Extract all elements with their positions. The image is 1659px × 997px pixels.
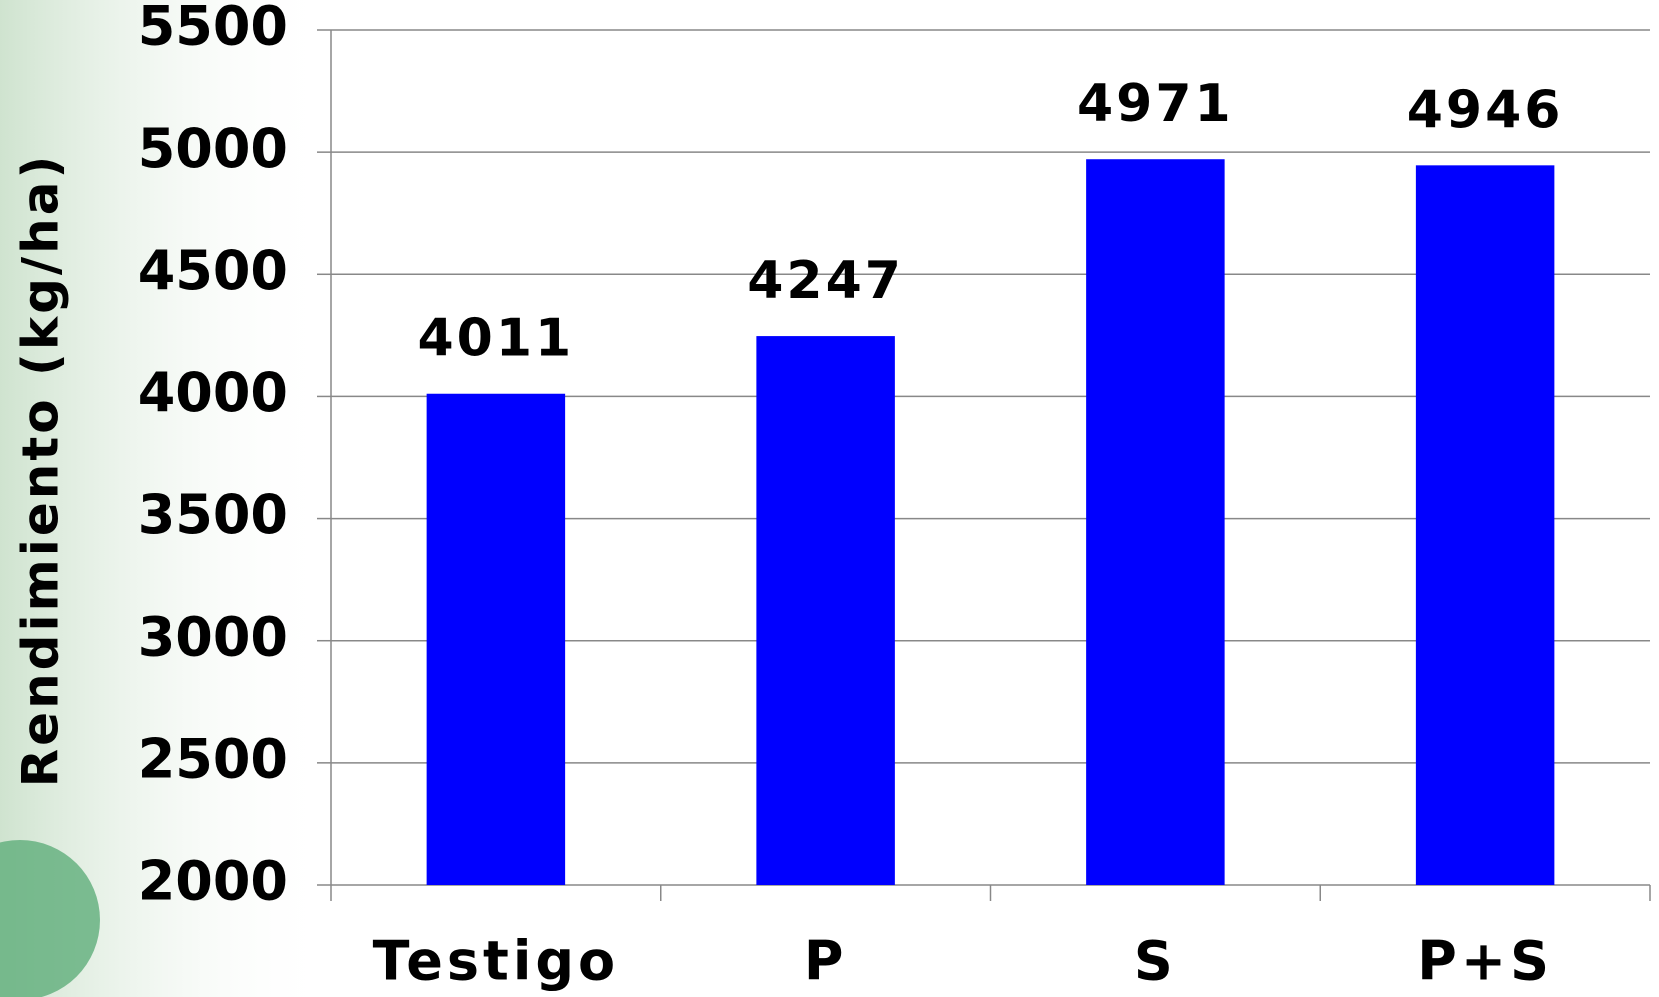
bar (1415, 165, 1555, 885)
x-tick-label: S (1134, 930, 1177, 993)
data-label: 4971 (1077, 74, 1234, 134)
y-tick-label: 5500 (138, 0, 288, 58)
y-axis-label: Rendimiento (kg/ha) (12, 153, 70, 788)
x-tick-label: P (804, 930, 848, 993)
bar (1086, 159, 1225, 885)
data-label: 4247 (747, 251, 904, 311)
background-decoration (0, 0, 330, 997)
y-tick-label: 2500 (138, 727, 288, 790)
data-label: 4011 (418, 309, 575, 369)
logo (0, 840, 100, 997)
x-tick-label: P+S (1417, 930, 1553, 993)
y-tick-label: 5000 (138, 117, 288, 180)
y-tick-label: 3500 (138, 483, 288, 546)
y-tick-label: 4500 (138, 239, 288, 302)
bar (426, 393, 566, 885)
y-tick-label: 4000 (138, 361, 288, 424)
data-label: 4946 (1407, 80, 1564, 140)
bar (756, 336, 895, 886)
y-tick-label: 3000 (138, 605, 288, 668)
x-tick-label: Testigo (373, 930, 620, 993)
y-tick-label: 2000 (138, 850, 288, 913)
